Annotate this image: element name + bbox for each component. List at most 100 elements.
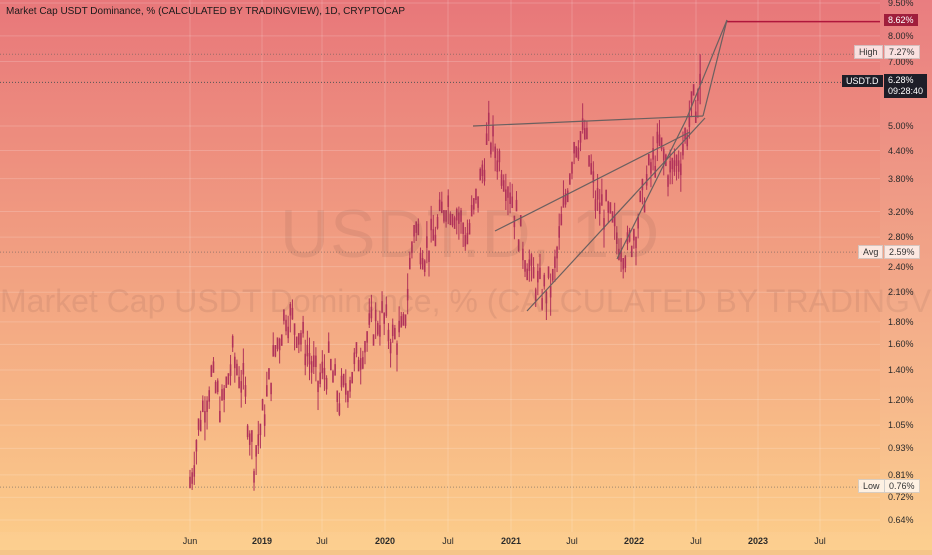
candle-body <box>206 400 208 413</box>
candle-body <box>575 146 578 158</box>
y-tick-label: 0.64% <box>888 515 914 525</box>
candle-body <box>289 304 292 316</box>
candle-body <box>372 334 375 346</box>
candle-body <box>312 355 315 367</box>
trendline <box>472 115 704 127</box>
candle-body <box>334 364 336 376</box>
candle-body <box>688 115 691 127</box>
candle-body <box>547 266 550 278</box>
candle-body <box>396 343 398 355</box>
candle-body <box>413 224 415 237</box>
candle-body <box>462 222 464 234</box>
candle-body <box>466 232 469 245</box>
candle-body <box>246 425 249 438</box>
candle-body <box>366 331 368 343</box>
current-price-value: 6.28% <box>888 75 914 85</box>
candle-body <box>566 190 569 203</box>
candle-body <box>202 400 204 413</box>
candle-body <box>338 403 341 415</box>
candle-body <box>590 163 592 175</box>
candle-body <box>244 385 247 397</box>
candle-body <box>496 160 499 172</box>
high-label: High <box>854 45 883 59</box>
candle-body <box>376 323 379 335</box>
x-tick-label: Jul <box>442 536 454 546</box>
candle-body <box>400 316 403 328</box>
candle-body <box>231 336 234 348</box>
candle-body <box>549 285 552 298</box>
candle-body <box>509 192 511 204</box>
candle-body <box>353 352 356 365</box>
y-tick-label: 5.00% <box>888 121 914 131</box>
candle-body <box>605 189 607 202</box>
candle-body <box>268 368 270 380</box>
time-axis[interactable] <box>0 532 880 550</box>
candle-body <box>199 419 202 432</box>
candle-body <box>470 204 473 217</box>
low-label: Low <box>858 479 885 493</box>
candle-body <box>298 333 300 345</box>
candle-body <box>441 201 443 214</box>
candle-body <box>473 198 475 210</box>
y-tick-label: 0.81% <box>888 469 914 480</box>
candle-body <box>650 162 652 174</box>
candle-body <box>438 199 441 212</box>
candle-body <box>430 218 432 231</box>
candle-body <box>507 186 509 198</box>
candle-body <box>596 188 599 200</box>
candle-body <box>656 131 659 144</box>
candle-body <box>447 195 450 207</box>
x-tick-label: 2020 <box>374 536 396 546</box>
candle-body <box>251 430 253 442</box>
candle-body <box>630 245 633 258</box>
candle-body <box>223 388 225 400</box>
candle-body <box>342 373 345 386</box>
candle-body <box>357 359 360 372</box>
trendline <box>494 131 691 232</box>
candle-body <box>511 196 514 209</box>
candle-body <box>588 155 590 167</box>
candle-body <box>667 175 669 187</box>
x-tick-label: Jul <box>814 536 826 546</box>
candle-body <box>494 146 496 159</box>
candle-body <box>234 356 236 369</box>
y-tick-label: 3.20% <box>888 206 914 217</box>
candle-body <box>581 118 584 130</box>
candle-body <box>327 341 330 353</box>
x-tick-label: 2019 <box>251 536 273 546</box>
candle-body <box>611 211 614 223</box>
candle-body <box>195 439 198 452</box>
candle-body <box>492 124 494 137</box>
y-tick-label: 2.40% <box>888 261 914 272</box>
y-tick-label: 2.80% <box>888 232 914 243</box>
candle-body <box>673 160 676 172</box>
y-tick-label: 0.93% <box>888 443 914 454</box>
candle-body <box>287 326 289 339</box>
candle-body <box>204 411 206 423</box>
candle-body <box>635 236 637 249</box>
candle-body <box>675 154 678 166</box>
x-tick-label: 2023 <box>747 536 769 546</box>
candle-body <box>592 171 595 183</box>
candle-body <box>569 173 571 185</box>
candle-body <box>197 418 200 430</box>
candle-body <box>432 229 435 241</box>
candle-body <box>603 218 605 230</box>
candle-body <box>475 188 477 201</box>
candle-body <box>545 291 548 304</box>
candle-body <box>387 329 390 342</box>
candle-body <box>534 289 537 301</box>
trendlines[interactable] <box>472 19 728 312</box>
candle-body <box>300 332 302 345</box>
candle-body <box>526 268 528 281</box>
candle-body <box>583 128 586 140</box>
candle-body <box>248 433 251 445</box>
candle-body <box>359 358 362 370</box>
candle-body <box>616 232 618 244</box>
candle-body <box>556 246 558 259</box>
candle-body <box>455 208 458 221</box>
trendline <box>526 117 706 312</box>
